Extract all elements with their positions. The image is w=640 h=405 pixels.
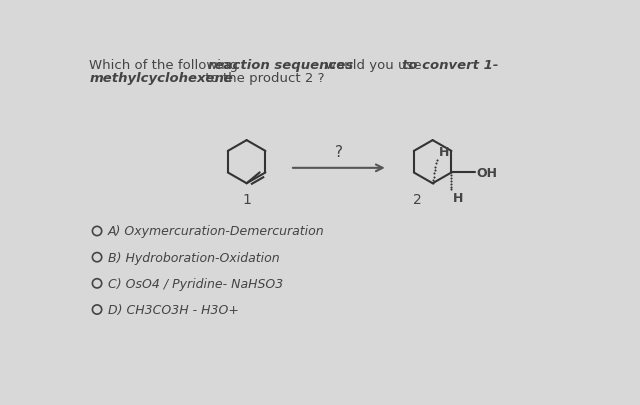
Text: 2: 2	[413, 193, 422, 207]
Text: would you use: would you use	[321, 59, 426, 72]
Text: H: H	[439, 145, 449, 158]
Text: A) Oxymercuration-Demercuration: A) Oxymercuration-Demercuration	[108, 225, 324, 238]
Text: to the product 2 ?: to the product 2 ?	[201, 72, 324, 85]
Text: OH: OH	[476, 166, 497, 179]
Text: 1: 1	[242, 193, 251, 207]
Text: methylcyclohexene: methylcyclohexene	[90, 72, 233, 85]
Text: C) OsO4 / Pyridine- NaHSO3: C) OsO4 / Pyridine- NaHSO3	[108, 277, 283, 290]
Text: ?: ?	[335, 144, 343, 159]
Text: to convert 1-: to convert 1-	[402, 59, 499, 72]
Text: Which of the following: Which of the following	[90, 59, 243, 72]
Text: H: H	[453, 192, 463, 205]
Text: B) Hydroboration-Oxidation: B) Hydroboration-Oxidation	[108, 251, 280, 264]
Text: D) CH3CO3H - H3O+: D) CH3CO3H - H3O+	[108, 303, 239, 316]
Text: reaction sequences: reaction sequences	[208, 59, 353, 72]
